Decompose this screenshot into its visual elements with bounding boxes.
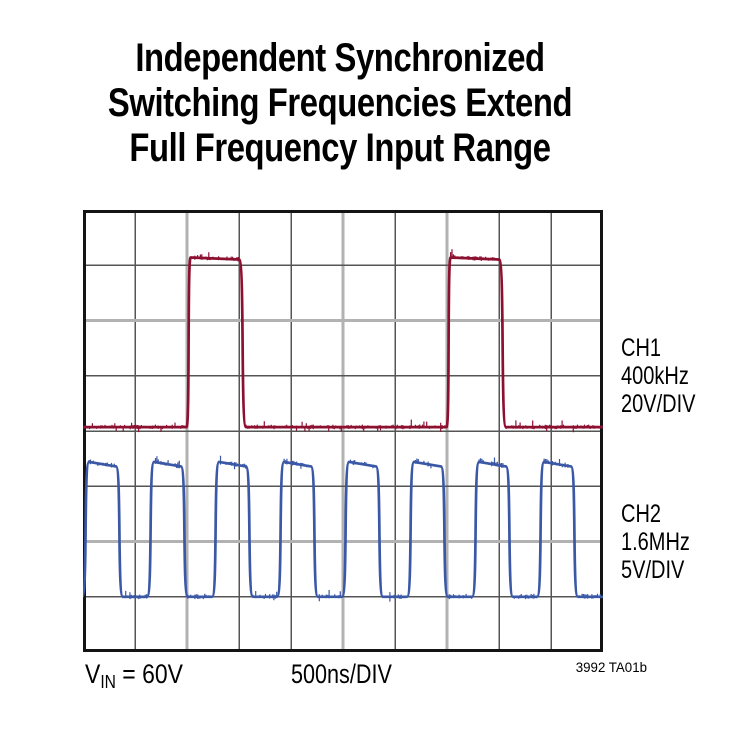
- ch1-frequency: 400kHz: [621, 362, 689, 390]
- ch2-noise: [88, 455, 601, 602]
- timebase-label: 500ns/DIV: [291, 659, 392, 689]
- ch2-scale: 5V/DIV: [621, 556, 685, 584]
- scope-border: [83, 210, 603, 652]
- ch1-label: CH1 400kHz 20V/DIV: [621, 334, 695, 418]
- ch2-name: CH2: [621, 500, 662, 528]
- vin-value: = 60V: [115, 659, 183, 689]
- figure-id-label: 3992 TA01b: [575, 659, 647, 675]
- ch1-noise: [83, 249, 602, 433]
- scope-graticule: [83, 210, 603, 652]
- vin-symbol: V: [85, 659, 101, 689]
- vin-label: VIN = 60V: [85, 659, 183, 693]
- chart-title: Independent Synchronized Switching Frequ…: [84, 36, 596, 171]
- vin-subscript: IN: [100, 671, 116, 693]
- chart-title-line-1: Independent Synchronized: [135, 36, 545, 80]
- ch2-frequency: 1.6MHz: [621, 528, 690, 556]
- ch1-name: CH1: [621, 334, 662, 362]
- ch2-label: CH2 1.6MHz 5V/DIV: [621, 500, 690, 584]
- chart-title-line-2: Switching Frequencies Extend: [107, 81, 573, 125]
- ch1-scale: 20V/DIV: [621, 390, 696, 418]
- chart-title-line-3: Full Frequency Input Range: [129, 126, 551, 170]
- ch2-waveform: [83, 460, 603, 599]
- oscilloscope-plot: [83, 210, 603, 652]
